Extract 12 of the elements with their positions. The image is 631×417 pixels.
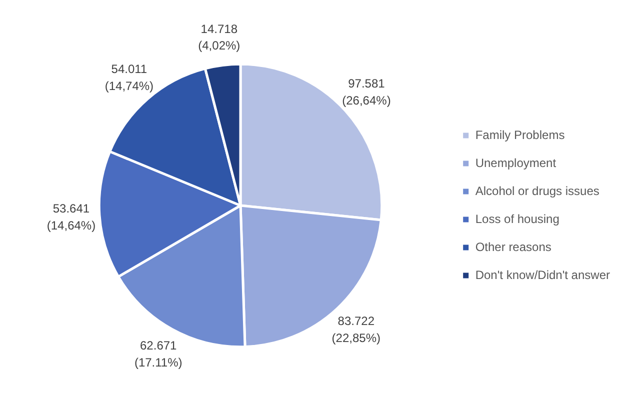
data-label: 54.011 (14,74%) <box>104 62 154 93</box>
legend-label: Unemployment <box>475 156 556 170</box>
data-label: 83.722 (22,85%) <box>332 314 381 346</box>
legend-label: Other reasons <box>475 240 552 254</box>
data-label: 53.641 (14,64%) <box>46 202 96 232</box>
legend-label: Alcohol or drugs issues <box>475 184 600 198</box>
data-label: 97.581 (26,64%) <box>342 76 391 108</box>
legend-label: Loss of housing <box>475 212 560 226</box>
data-label: 14.718 (4,02%) <box>198 22 240 53</box>
data-label: 62.671 (17.11%) <box>134 338 182 370</box>
legend-label: Don't know/Didn't answer <box>475 268 610 282</box>
legend-label: Family Problems <box>475 128 565 142</box>
